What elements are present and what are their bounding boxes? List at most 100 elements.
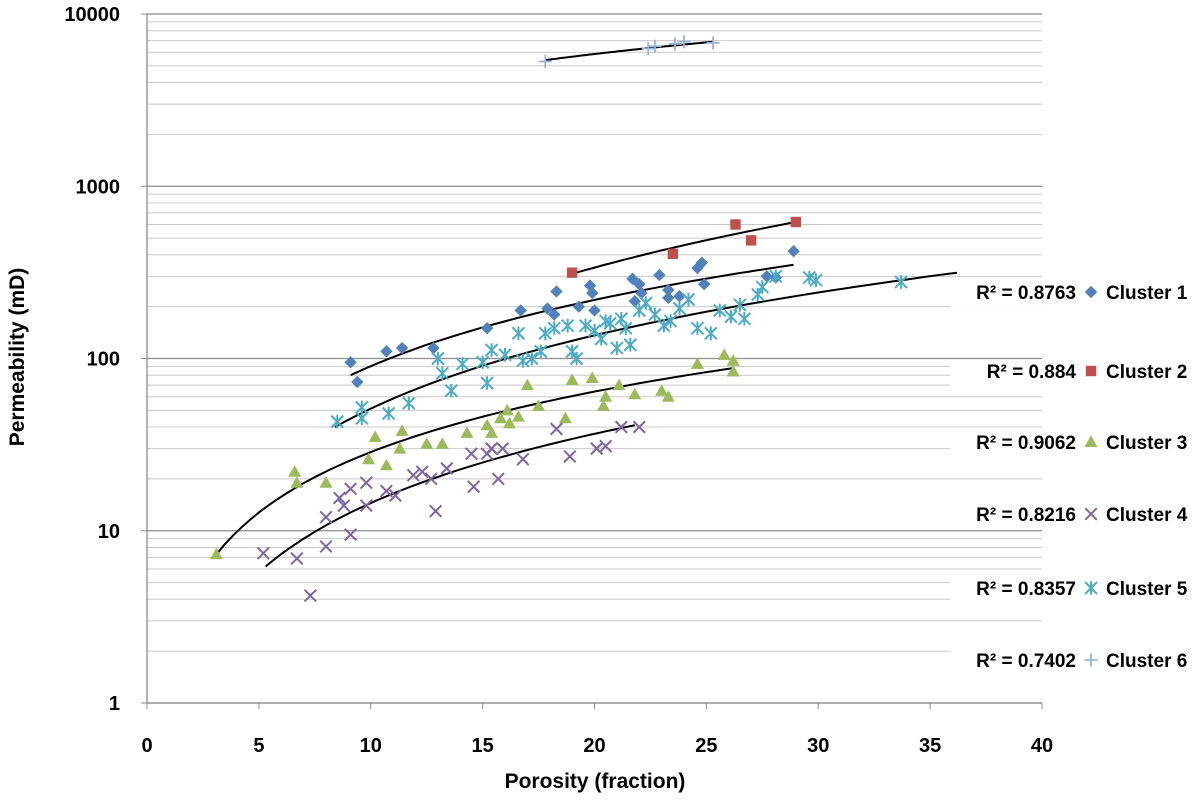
data-point-cluster-3 — [288, 465, 302, 477]
data-point-cluster-3 — [362, 452, 376, 465]
x-tick-label: 5 — [253, 735, 264, 757]
data-point-cluster-1 — [635, 286, 648, 300]
data-point-cluster-4 — [332, 491, 346, 505]
trendline — [215, 367, 734, 555]
data-point-cluster-1 — [351, 375, 364, 389]
data-point-cluster-5 — [619, 321, 633, 335]
data-point-cluster-5 — [455, 357, 470, 371]
data-point-cluster-5 — [733, 298, 747, 312]
data-point-cluster-4 — [632, 420, 646, 434]
legend-marker — [1084, 285, 1098, 299]
data-point-cluster-2 — [566, 267, 578, 278]
data-point-cluster-5 — [538, 326, 552, 341]
data-point-cluster-2 — [790, 216, 802, 228]
data-point-cluster-3 — [379, 458, 393, 471]
data-point-cluster-1 — [691, 261, 704, 275]
data-point-cluster-6 — [538, 54, 552, 68]
data-point-cluster-1 — [697, 277, 711, 291]
data-point-cluster-1 — [514, 304, 527, 317]
legend-row-background — [950, 503, 1200, 529]
data-point-cluster-5 — [578, 318, 593, 333]
data-point-cluster-5 — [484, 343, 499, 357]
data-point-cluster-3 — [690, 357, 704, 369]
data-point-cluster-5 — [724, 309, 738, 324]
y-axis-title: Permeability (mD) — [6, 268, 29, 447]
axes: 0 5 10 15 20 25 30 35 40 1 10 100 1000 10000 — [64, 4, 1053, 757]
data-point-cluster-4 — [496, 442, 510, 456]
legend-series-name: Cluster 1 — [1106, 283, 1188, 304]
x-tick-label: 30 — [807, 735, 829, 757]
data-point-cluster-1 — [480, 321, 494, 335]
x-tick-label: 0 — [141, 735, 152, 757]
data-point-cluster-5 — [769, 269, 783, 284]
data-points — [209, 35, 908, 603]
data-point-cluster-4 — [337, 499, 351, 513]
data-point-cluster-4 — [599, 439, 613, 453]
data-point-cluster-4 — [319, 510, 333, 524]
data-point-cluster-4 — [485, 442, 499, 456]
legend-r2-label: R² = 0.9062 — [976, 433, 1076, 454]
data-point-cluster-5 — [713, 303, 727, 318]
data-point-cluster-5 — [560, 318, 575, 333]
data-point-cluster-4 — [359, 476, 373, 490]
data-point-cluster-3 — [726, 354, 740, 366]
data-point-cluster-4 — [344, 482, 358, 496]
trendline — [571, 221, 797, 275]
data-point-cluster-5 — [330, 414, 344, 429]
data-point-cluster-5 — [511, 326, 526, 341]
data-point-cluster-1 — [626, 272, 639, 286]
y-tick-label: 10 — [98, 521, 120, 543]
data-point-cluster-1 — [662, 283, 675, 297]
data-point-cluster-1 — [586, 286, 599, 300]
legend-r2-label: R² = 0.8357 — [976, 579, 1076, 600]
legend-marker — [1084, 435, 1098, 447]
data-point-cluster-4 — [415, 465, 429, 479]
data-point-cluster-2 — [745, 235, 757, 246]
data-point-cluster-6 — [641, 42, 655, 56]
data-point-cluster-5 — [435, 366, 450, 381]
data-point-cluster-5 — [755, 280, 770, 294]
data-point-cluster-4 — [344, 528, 358, 542]
legend-row-background — [950, 649, 1200, 675]
data-point-cluster-5 — [704, 326, 718, 341]
legend-r2-label: R² = 0.884 — [987, 362, 1077, 383]
data-point-cluster-3 — [290, 476, 304, 488]
legend-row-background — [950, 577, 1200, 603]
y-tick-label: 1 — [109, 693, 120, 715]
data-point-cluster-3 — [511, 410, 525, 422]
data-point-cluster-1 — [380, 345, 393, 358]
data-point-cluster-6 — [668, 37, 682, 51]
grid-lines — [147, 13, 1042, 704]
data-point-cluster-3 — [480, 418, 494, 431]
trend-lines — [215, 40, 958, 568]
data-point-cluster-1 — [760, 270, 773, 283]
data-point-cluster-5 — [569, 351, 584, 366]
data-point-cluster-4 — [290, 552, 304, 566]
data-point-cluster-3 — [628, 387, 642, 400]
legend-series-name: Cluster 4 — [1106, 505, 1188, 526]
y-tick-label: 10000 — [64, 4, 120, 26]
data-point-cluster-3 — [717, 348, 731, 360]
data-point-cluster-3 — [612, 378, 626, 391]
legend-row-background — [950, 431, 1200, 457]
data-point-cluster-1 — [541, 302, 554, 315]
y-tick-label: 100 — [87, 349, 120, 371]
data-point-cluster-3 — [726, 365, 740, 377]
data-point-cluster-3 — [395, 424, 409, 436]
legend-series-name: Cluster 6 — [1106, 651, 1187, 672]
data-point-cluster-3 — [661, 390, 675, 402]
data-point-cluster-3 — [209, 547, 223, 560]
data-point-cluster-4 — [614, 420, 628, 434]
data-point-cluster-5 — [402, 396, 416, 411]
x-tick-label: 40 — [1031, 735, 1053, 757]
data-point-cluster-5 — [498, 348, 512, 362]
data-point-cluster-4 — [303, 589, 317, 603]
trendline — [545, 40, 714, 62]
data-point-cluster-4 — [406, 468, 420, 482]
x-tick-label: 10 — [360, 735, 382, 757]
data-point-cluster-5 — [525, 351, 539, 366]
data-point-cluster-3 — [460, 426, 474, 438]
data-point-cluster-5 — [547, 321, 561, 335]
data-point-cluster-5 — [381, 406, 396, 421]
